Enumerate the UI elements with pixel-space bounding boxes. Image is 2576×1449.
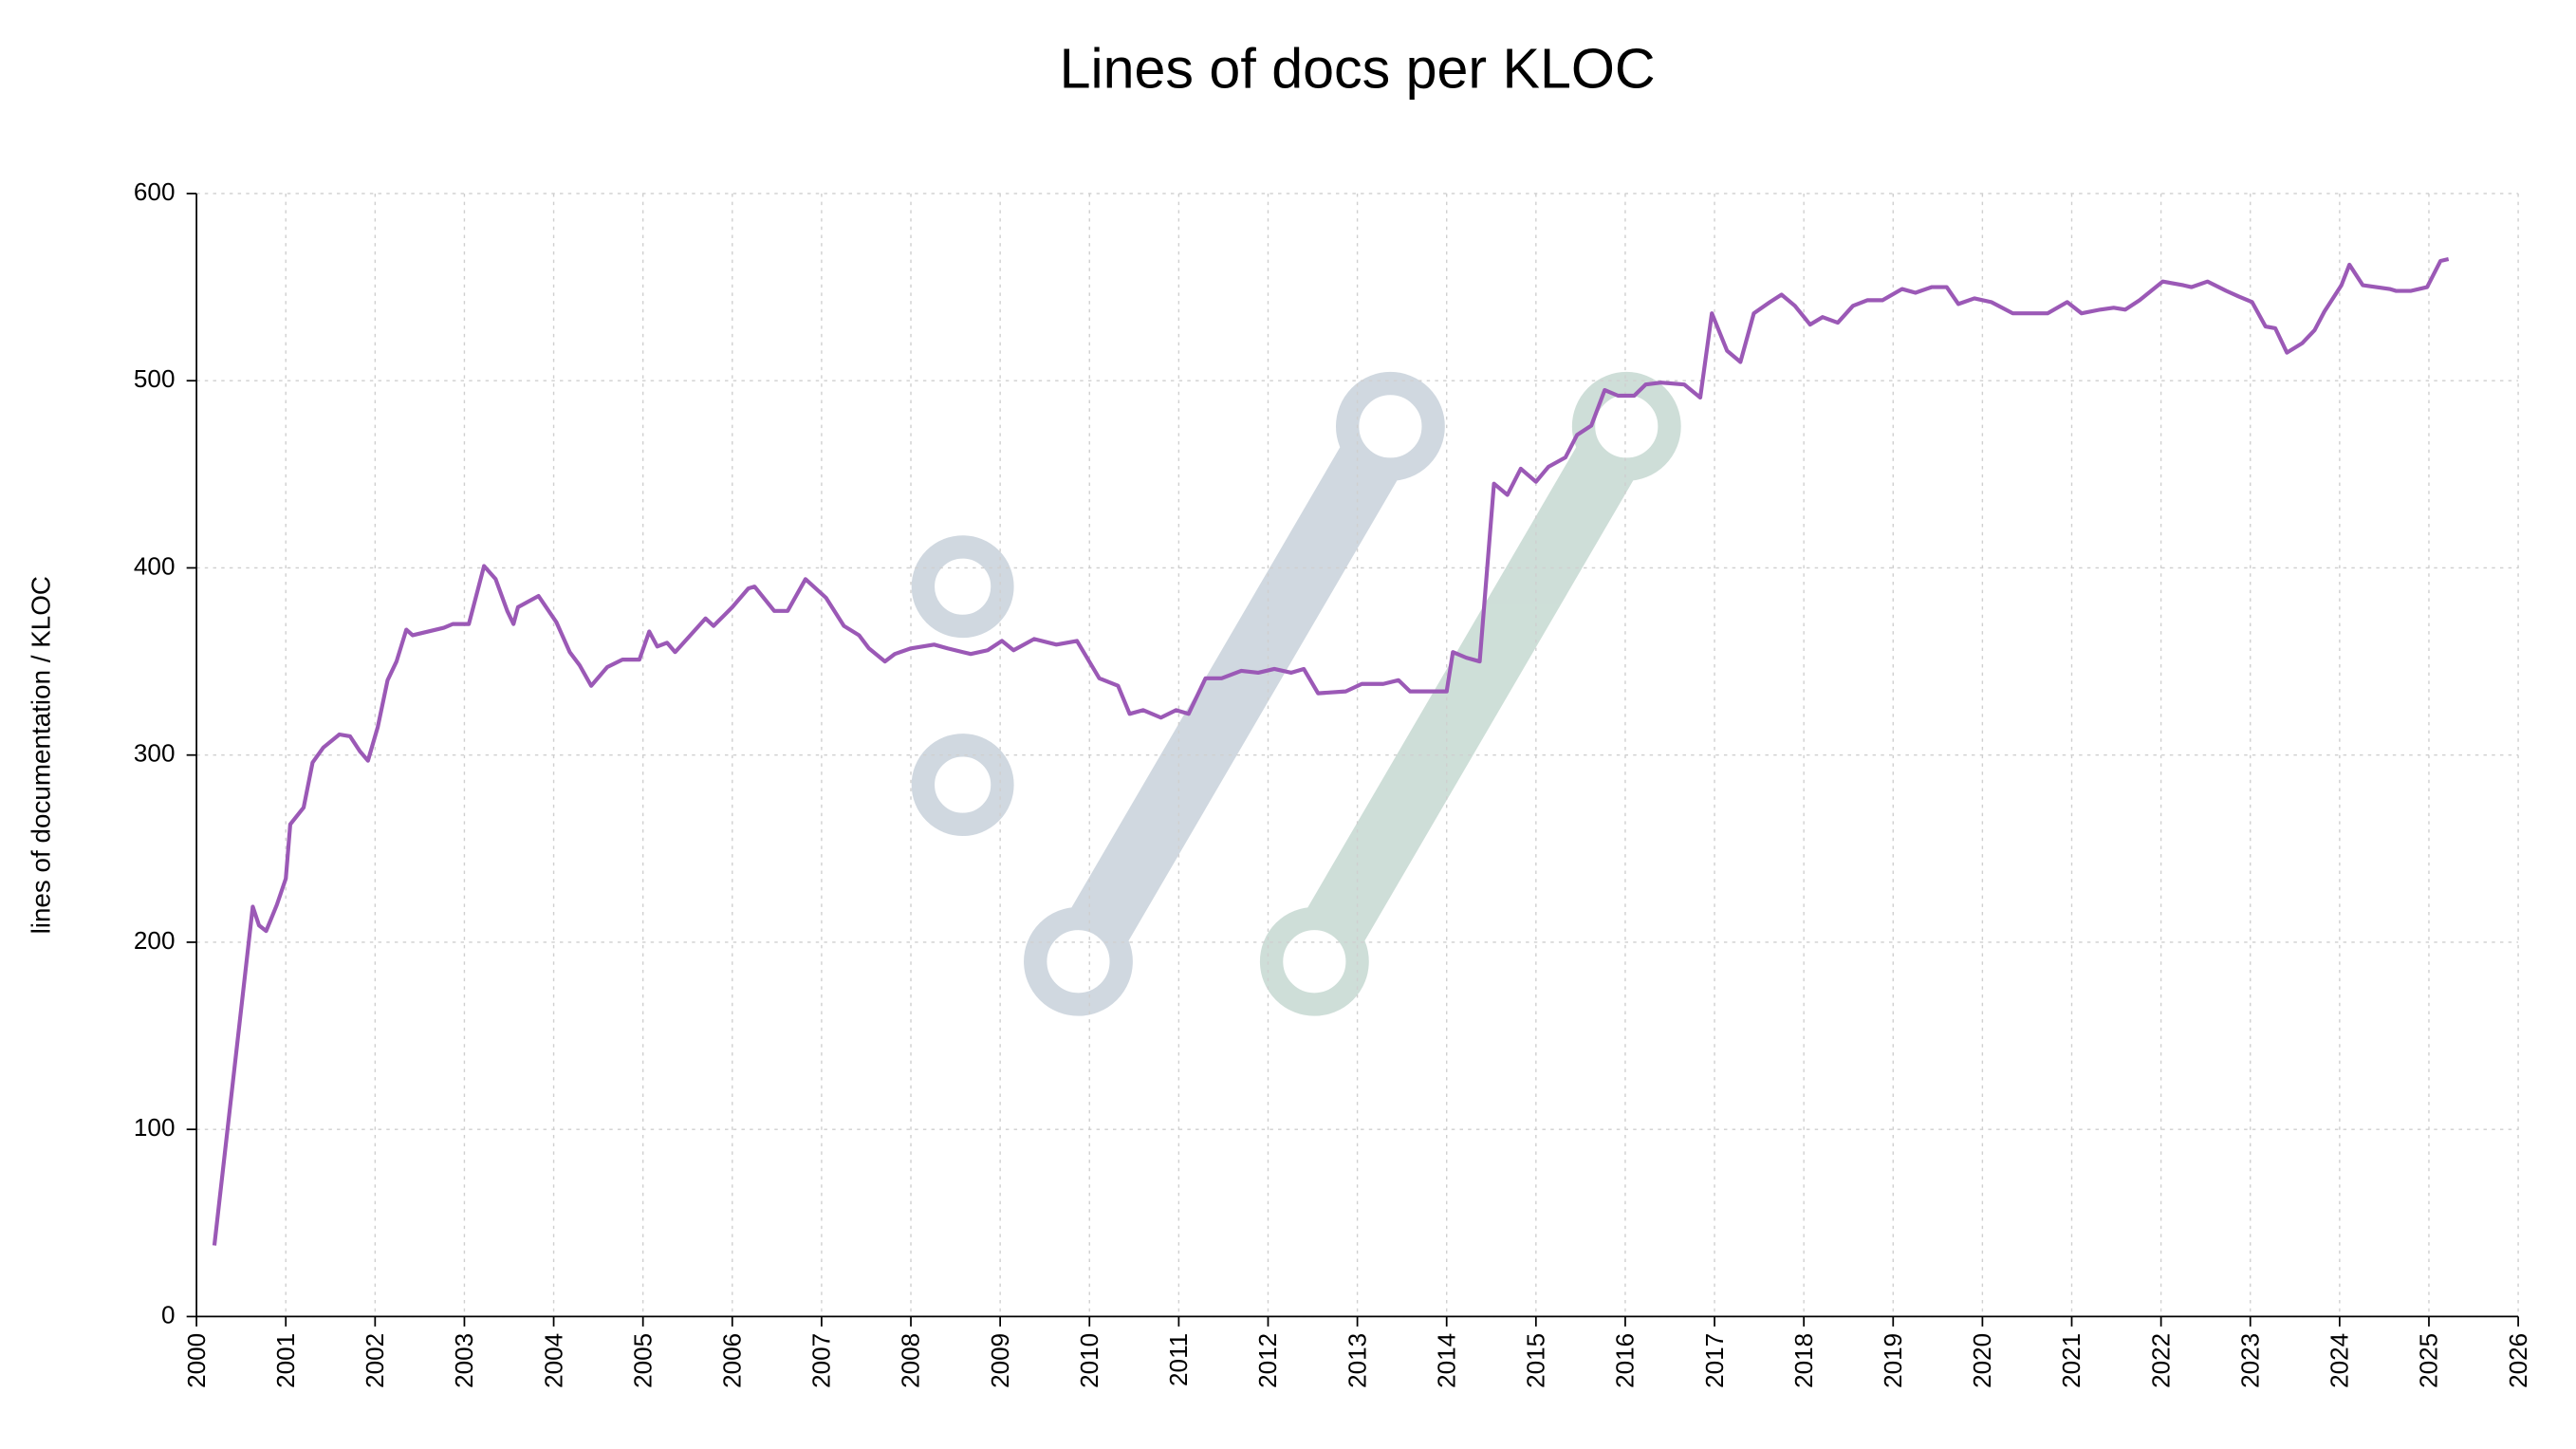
logo-ring <box>1259 906 1369 1016</box>
logo-ring <box>1571 371 1681 481</box>
logo-ring <box>1335 371 1445 481</box>
x-tick-label: 2026 <box>2504 1333 2532 1388</box>
data-line <box>212 256 2450 1246</box>
x-tick-label: 2012 <box>1253 1333 1282 1388</box>
x-tick-label: 2009 <box>986 1333 1014 1388</box>
chart-title: Lines of docs per KLOC <box>1060 37 1656 101</box>
x-tick-label: 2001 <box>271 1333 300 1388</box>
x-tick-label: 2025 <box>2415 1333 2443 1388</box>
x-tick-label: 2020 <box>1968 1333 1996 1388</box>
x-tick-label: 2010 <box>1075 1333 1103 1388</box>
x-tick-label: 2024 <box>2326 1333 2354 1388</box>
x-tick-label: 2006 <box>717 1333 746 1388</box>
x-tick-label: 2003 <box>450 1333 478 1388</box>
x-tick-label: 2005 <box>628 1333 657 1388</box>
x-tick-label: 2011 <box>1164 1333 1193 1386</box>
x-tick-label: 2017 <box>1700 1333 1729 1388</box>
grid <box>195 193 2519 1318</box>
logo-bar <box>1045 393 1424 995</box>
logo-bar <box>1281 393 1660 995</box>
y-tick-label: 0 <box>161 1300 176 1328</box>
logo-ring <box>911 535 1014 639</box>
y-axis-label: lines of documentation / KLOC <box>27 576 56 934</box>
x-tick-label: 2008 <box>897 1333 925 1388</box>
x-tick-label: 2007 <box>807 1333 836 1388</box>
x-tick-label: 2002 <box>361 1333 389 1388</box>
y-tick-label: 400 <box>134 551 176 580</box>
background-logo <box>911 371 1681 1016</box>
y-tick-label: 300 <box>134 739 176 768</box>
x-tick-label: 2013 <box>1343 1333 1371 1388</box>
x-tick-label: 2016 <box>1611 1333 1640 1388</box>
logo-ring <box>1024 906 1133 1016</box>
x-tick-label: 2019 <box>1879 1333 1907 1388</box>
y-tick-label: 200 <box>134 926 176 955</box>
y-tick-label: 500 <box>134 364 176 393</box>
logo-ring <box>911 734 1014 836</box>
y-tick-label: 100 <box>134 1113 176 1142</box>
x-tick-label: 2000 <box>182 1333 211 1388</box>
y-tick-label: 600 <box>134 177 176 206</box>
x-tick-label: 2004 <box>539 1333 567 1388</box>
x-tick-label: 2018 <box>1789 1333 1818 1388</box>
x-tick-label: 2023 <box>2235 1333 2264 1388</box>
x-tick-label: 2022 <box>2146 1333 2175 1388</box>
x-tick-label: 2021 <box>2057 1333 2085 1388</box>
x-tick-label: 2015 <box>1522 1333 1550 1388</box>
x-tick-label: 2014 <box>1432 1333 1460 1388</box>
